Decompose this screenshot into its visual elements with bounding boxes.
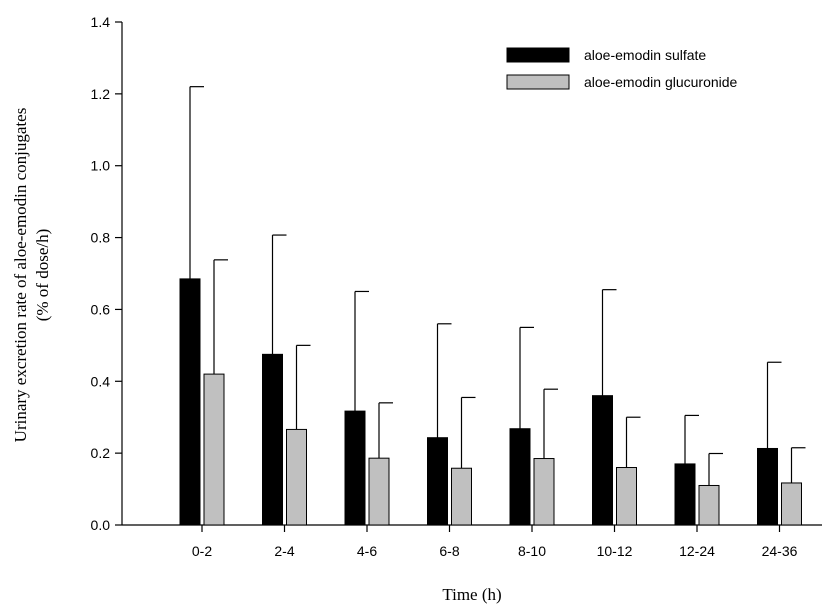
sulfate-bar xyxy=(509,428,531,526)
legend-swatch-glucuronide xyxy=(506,74,570,90)
sulfate-bar xyxy=(592,395,613,526)
y-axis-title-line1: Urinary excretion rate of aloe-emodin co… xyxy=(11,108,30,443)
sulfate-bar xyxy=(344,410,366,526)
sulfate-bar xyxy=(757,447,778,526)
y-tick-label: 1.2 xyxy=(91,86,111,102)
glucuronide-bar xyxy=(616,467,637,526)
x-tick-label: 8-10 xyxy=(518,543,546,559)
glucuronide-bar xyxy=(368,457,390,526)
glucuronide-bar xyxy=(698,484,720,526)
y-tick-label: 0.2 xyxy=(91,445,111,461)
legend-swatch-sulfate xyxy=(506,47,570,63)
x-tick-label: 2-4 xyxy=(274,543,294,559)
y-tick-label: 0.6 xyxy=(91,301,111,317)
x-tick-label: 12-24 xyxy=(679,543,715,559)
y-tick-label: 0.0 xyxy=(91,517,111,533)
x-tick-label: 24-36 xyxy=(762,543,798,559)
sulfate-bar xyxy=(427,437,448,526)
y-tick-label: 1.4 xyxy=(91,14,111,30)
x-tick-label: 4-6 xyxy=(357,543,377,559)
x-tick-label: 0-2 xyxy=(192,543,212,559)
bar-group xyxy=(179,278,802,526)
glucuronide-bar xyxy=(451,467,472,526)
sulfate-bar xyxy=(262,353,283,526)
x-axis-title: Time (h) xyxy=(442,585,501,604)
legend-label-glucuronide: aloe-emodin glucuronide xyxy=(584,74,738,90)
x-tick-label: 6-8 xyxy=(439,543,459,559)
y-tick-group: 0.0 0.2 0.4 0.6 0.8 1.0 1.2 1.4 xyxy=(91,14,122,533)
sulfate-bar xyxy=(674,463,696,526)
x-tick-group: 0-2 2-4 4-6 6-8 8-10 10-12 12-24 24-36 xyxy=(192,525,798,559)
legend-label-sulfate: aloe-emodin sulfate xyxy=(584,47,706,63)
x-tick-label: 10-12 xyxy=(597,543,633,559)
legend: aloe-emodin sulfate aloe-emodin glucuron… xyxy=(506,47,738,90)
glucuronide-bar xyxy=(203,373,225,526)
y-tick-label: 0.4 xyxy=(91,373,111,389)
sulfate-bar xyxy=(179,278,201,526)
y-tick-label: 0.8 xyxy=(91,230,111,246)
glucuronide-bar xyxy=(533,458,555,526)
y-axis-title-line2: (% of dose/h) xyxy=(33,229,52,322)
glucuronide-bar xyxy=(781,482,802,526)
glucuronide-bar xyxy=(286,428,307,526)
y-tick-label: 1.0 xyxy=(91,158,111,174)
error-bar-group xyxy=(189,86,806,486)
